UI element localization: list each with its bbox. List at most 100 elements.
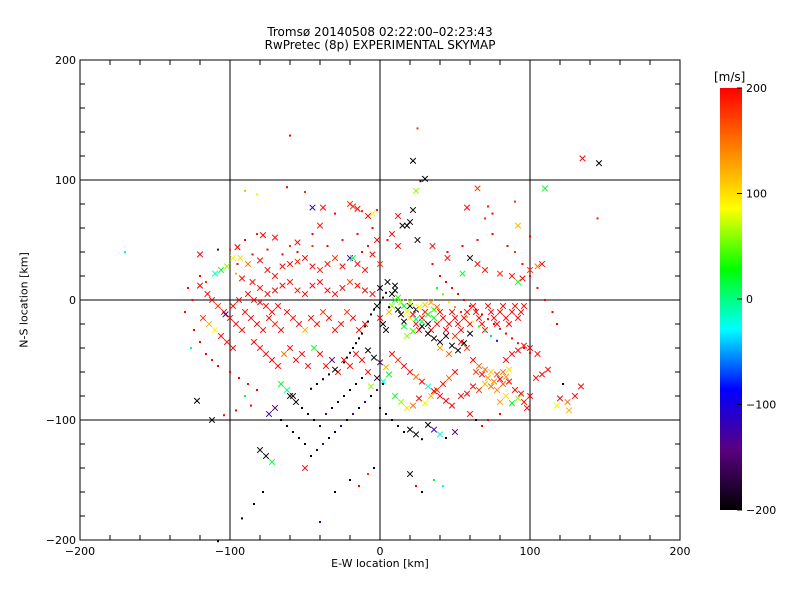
data-point-cross: [274, 302, 282, 310]
data-point-dot: [184, 311, 186, 313]
data-point-cross: [429, 242, 436, 250]
x-tick-label: 200: [670, 545, 691, 558]
data-point-cross: [373, 302, 381, 310]
data-point-cross: [274, 362, 282, 370]
data-point-dot: [370, 395, 372, 397]
data-point-dot: [328, 373, 330, 376]
data-point-dot: [346, 356, 348, 359]
data-point-cross: [324, 287, 331, 294]
data-point-dot: [205, 353, 207, 355]
data-point-cross: [379, 320, 387, 328]
data-point-dot: [337, 401, 339, 403]
data-point-cross: [379, 378, 387, 385]
data-point-cross: [385, 371, 393, 378]
data-point-dot: [556, 323, 558, 325]
data-point-cross: [406, 470, 414, 478]
data-point-dot: [349, 351, 351, 354]
data-point-cross: [370, 354, 378, 361]
data-point-cross: [406, 299, 414, 306]
data-point-cross: [553, 402, 561, 409]
data-point-dot: [358, 485, 360, 487]
data-point-dot: [296, 251, 299, 253]
data-point-dot: [490, 335, 492, 337]
data-point-cross: [493, 386, 501, 394]
data-point-cross: [564, 398, 571, 406]
data-point-dot: [596, 217, 599, 220]
data-point-cross: [199, 314, 207, 322]
data-point-cross: [283, 308, 291, 316]
x-tick-label: 100: [520, 545, 541, 558]
data-point-dot: [343, 395, 345, 397]
data-point-dot: [199, 341, 201, 343]
data-point-cross: [538, 371, 546, 378]
data-point-cross: [418, 318, 426, 325]
data-point-dot: [475, 419, 477, 421]
data-point-dot: [391, 419, 393, 421]
data-point-cross: [519, 275, 526, 282]
data-point-cross: [459, 270, 466, 277]
data-point-dot: [487, 318, 489, 321]
data-point-cross: [244, 290, 252, 298]
data-point-cross: [268, 356, 276, 364]
data-point-cross: [268, 308, 276, 316]
data-point-cross: [448, 308, 456, 316]
data-point-cross: [475, 314, 483, 322]
data-point-cross: [481, 380, 489, 388]
data-point-dot: [421, 491, 423, 493]
data-point-cross: [373, 236, 381, 244]
data-point-cross: [271, 272, 279, 280]
data-point-cross: [271, 287, 279, 294]
data-point-cross: [352, 350, 360, 358]
data-point-cross: [400, 318, 408, 325]
data-point-cross: [346, 278, 354, 286]
data-point-dot: [301, 407, 303, 409]
data-point-cross: [427, 392, 435, 400]
data-point-cross: [493, 320, 501, 328]
data-point-dot: [445, 281, 447, 283]
data-point-dot: [506, 245, 509, 247]
data-point-cross: [400, 302, 408, 310]
data-point-dot: [247, 383, 249, 385]
data-point-cross: [394, 212, 402, 220]
data-point-cross: [397, 311, 405, 318]
data-point-cross: [279, 263, 286, 270]
data-point-cross: [421, 301, 429, 308]
data-point-dot: [235, 272, 237, 275]
data-point-cross: [451, 368, 459, 376]
data-point-dot: [256, 233, 258, 235]
colorbar: [720, 88, 742, 510]
data-point-cross: [286, 392, 294, 400]
data-point-cross: [430, 426, 438, 433]
data-point-cross: [532, 374, 540, 382]
data-point-cross: [262, 302, 270, 310]
data-point-dot: [286, 425, 288, 427]
data-point-dot: [460, 311, 462, 313]
data-point-cross: [394, 294, 402, 301]
data-point-cross: [322, 362, 330, 370]
data-point-cross: [226, 314, 234, 322]
data-point-cross: [316, 350, 324, 358]
data-point-dot: [311, 245, 314, 247]
data-point-cross: [369, 210, 376, 217]
data-point-dot: [517, 342, 519, 345]
data-point-cross: [463, 390, 471, 397]
data-point-cross: [469, 383, 477, 390]
data-point-dot: [536, 287, 539, 289]
data-point-cross: [349, 203, 357, 210]
data-point-cross: [346, 254, 354, 262]
data-point-dot: [529, 351, 531, 354]
data-point-cross: [268, 458, 276, 466]
data-point-cross: [339, 284, 346, 292]
data-point-cross: [196, 282, 204, 289]
data-point-cross: [349, 314, 357, 322]
data-point-cross: [217, 332, 225, 340]
data-point-dot: [235, 409, 237, 412]
data-point-cross: [222, 311, 229, 318]
data-point-cross: [337, 320, 345, 328]
data-point-cross: [442, 332, 450, 340]
data-point-cross: [514, 278, 522, 286]
data-point-cross: [460, 314, 468, 322]
data-point-dot: [436, 287, 438, 289]
data-point-dot: [319, 425, 321, 427]
data-point-dot: [385, 413, 387, 415]
